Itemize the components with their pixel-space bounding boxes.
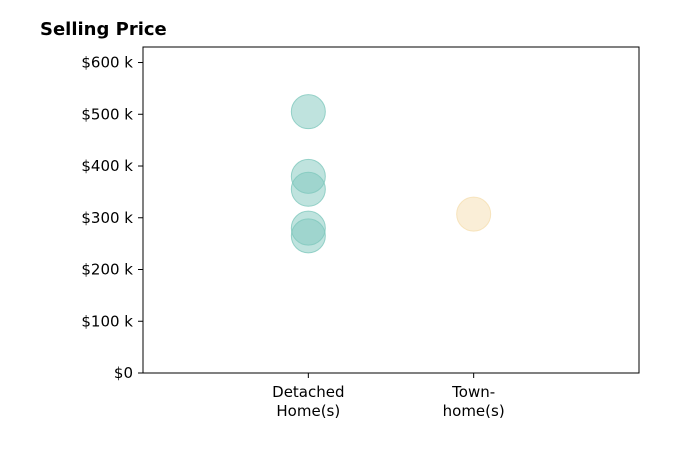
axes-frame [142, 46, 640, 374]
plot-area [290, 94, 492, 254]
y-tick-label: $500 k [81, 105, 133, 123]
y-tick-label: $100 k [81, 312, 133, 330]
y-tick-label: $300 k [81, 209, 133, 227]
chart-title: Selling Price [40, 19, 167, 40]
y-tick-label: $600 k [81, 54, 133, 72]
data-point [290, 218, 326, 254]
x-tick-label: Town-home(s) [443, 383, 505, 420]
x-tick-label: Detached Home(s) [272, 383, 344, 420]
x-axis: Detached Home(s) Town-home(s) [272, 373, 505, 420]
data-point [456, 196, 492, 232]
y-tick-label: $200 k [81, 261, 133, 279]
y-axis: $0 $100 k $200 k $300 k $400 k $500 k $600 k [81, 54, 143, 382]
data-point [290, 94, 326, 130]
y-tick-label: $400 k [81, 157, 133, 175]
data-point [290, 171, 326, 207]
y-tick-label: $0 [114, 364, 133, 382]
